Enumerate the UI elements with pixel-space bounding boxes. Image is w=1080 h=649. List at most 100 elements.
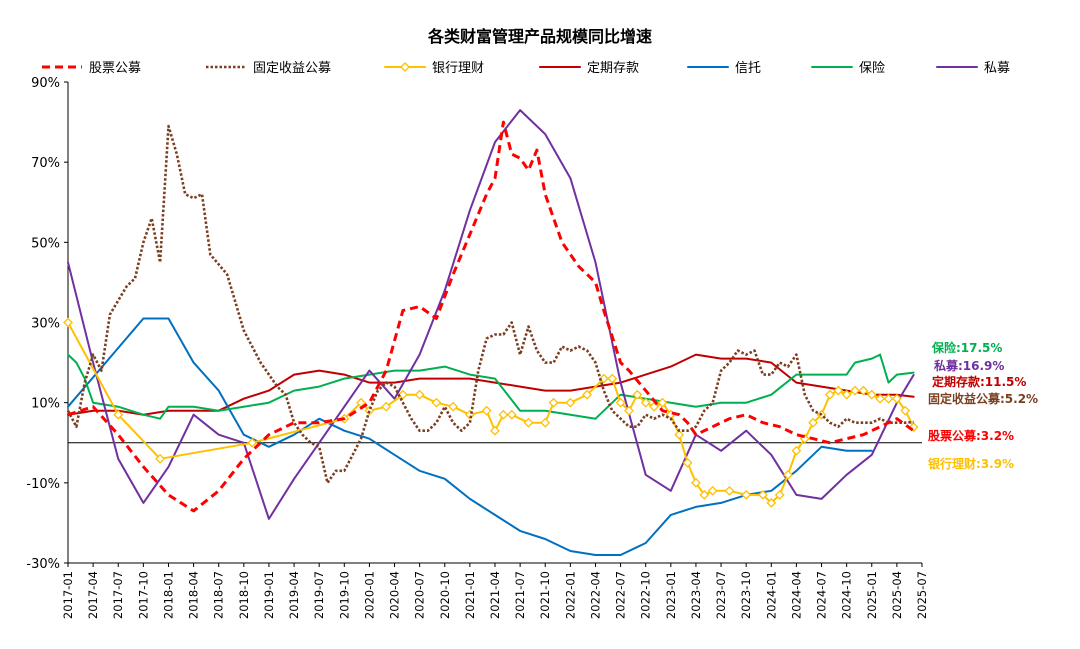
series-line: [67, 109, 915, 520]
data-point-marker: [841, 389, 852, 400]
x-tick-label: 2020-04: [388, 571, 402, 619]
x-tick-label: 2021-01: [463, 571, 477, 619]
series-end-label: 银行理财:3.9%: [928, 456, 1014, 471]
x-tick-label: 2021-04: [488, 571, 502, 619]
data-point-marker: [824, 389, 835, 400]
series-end-label: 固定收益公募:5.2%: [928, 391, 1038, 406]
x-tick-label: 2025-04: [890, 571, 904, 619]
x-tick-label: 2019-10: [337, 571, 351, 619]
data-point-marker: [724, 485, 735, 496]
series-6: [67, 109, 915, 520]
data-point-marker: [766, 497, 777, 508]
x-tick-label: 2024-01: [764, 571, 778, 619]
y-tick-label: 90%: [31, 76, 60, 91]
data-point-marker: [247, 437, 258, 448]
data-point-marker: [808, 417, 819, 428]
series-line: [66, 124, 914, 485]
x-tick-label: 2023-01: [664, 571, 678, 619]
x-tick-label: 2022-04: [588, 571, 602, 619]
series-end-label: 私募:16.9%: [933, 358, 1004, 373]
series-end-label: 股票公募:3.2%: [928, 428, 1014, 443]
data-point-marker: [858, 385, 869, 396]
data-point-marker: [624, 405, 634, 416]
x-tick-label: 2020-10: [438, 571, 452, 619]
x-tick-label: 2024-04: [789, 571, 803, 619]
data-point-marker: [155, 453, 166, 464]
y-tick-label: 50%: [31, 236, 60, 251]
series-line: [67, 353, 915, 416]
data-point-marker: [850, 385, 860, 396]
data-point-marker: [548, 397, 559, 408]
legend-marker: [400, 62, 410, 72]
x-tick-label: 2020-07: [413, 571, 427, 619]
data-point-marker: [397, 389, 408, 400]
data-point-marker: [498, 409, 509, 420]
x-tick-label: 2017-04: [86, 571, 100, 619]
axes: 90% 70% 50% 30% 10% -10% -30%2017-01 2017-04 201…: [26, 76, 929, 619]
data-point-marker: [607, 373, 618, 384]
x-tick-label: 2023-04: [689, 571, 703, 619]
chart-title: 各类财富管理产品规模同比增速: [427, 27, 652, 46]
x-tick-label: 2020-01: [362, 571, 376, 619]
x-tick-label: 2024-07: [815, 571, 829, 619]
data-point-marker: [657, 397, 668, 408]
data-point-marker: [783, 469, 793, 480]
x-tick-label: 2017-01: [61, 571, 75, 619]
data-point-marker: [565, 397, 576, 408]
legend-label: 私募: [984, 61, 1010, 76]
y-tick-label: -10%: [26, 477, 60, 492]
x-tick-label: 2021-10: [538, 571, 552, 619]
legend-label: 定期存款: [587, 61, 639, 76]
y-tick-label: -30%: [26, 557, 60, 572]
data-point-marker: [774, 489, 785, 500]
x-tick-label: 2019-01: [262, 571, 276, 619]
data-point-marker: [490, 425, 500, 436]
data-point-marker: [707, 485, 718, 496]
x-tick-label: 2019-04: [287, 571, 301, 619]
x-tick-label: 2018-07: [212, 571, 226, 619]
data-point-marker: [741, 489, 752, 500]
x-tick-label: 2024-10: [840, 571, 854, 619]
data-point-marker: [674, 429, 685, 440]
series-group: [63, 109, 919, 556]
series-2: [63, 317, 919, 508]
data-point-marker: [523, 417, 534, 428]
data-point-marker: [891, 393, 902, 404]
data-point-marker: [381, 401, 392, 412]
series-5: [67, 353, 915, 420]
data-point-marker: [448, 401, 459, 412]
data-point-marker: [414, 389, 425, 400]
x-tick-label: 2017-10: [136, 571, 150, 619]
x-tick-label: 2018-10: [237, 571, 251, 619]
x-tick-label: 2018-01: [161, 571, 175, 619]
data-point-marker: [883, 393, 894, 404]
x-tick-label: 2022-07: [614, 571, 628, 619]
x-tick-label: 2022-01: [563, 571, 577, 619]
x-tick-label: 2021-07: [513, 571, 527, 619]
data-point-marker: [540, 417, 551, 428]
x-tick-label: 2022-10: [639, 571, 653, 619]
data-point-marker: [582, 389, 593, 400]
y-tick-label: 70%: [31, 156, 60, 171]
x-tick-label: 2018-04: [187, 571, 201, 619]
data-point-marker: [63, 317, 73, 328]
data-point-marker: [682, 457, 693, 468]
x-tick-label: 2023-07: [714, 571, 728, 619]
data-point-marker: [900, 405, 911, 416]
x-tick-label: 2019-07: [312, 571, 326, 619]
data-point-marker: [758, 489, 768, 500]
data-point-marker: [699, 489, 710, 500]
series-line: [67, 353, 915, 420]
series-1: [66, 124, 914, 485]
legend-label: 股票公募: [89, 61, 141, 76]
legend-label: 信托: [735, 61, 761, 76]
data-point-marker: [833, 385, 844, 396]
data-point-marker: [791, 445, 802, 456]
data-point-marker: [481, 405, 492, 416]
x-tick-label: 2025-07: [915, 571, 929, 619]
x-tick-label: 2023-10: [739, 571, 753, 619]
data-point-marker: [615, 397, 626, 408]
y-tick-label: 30%: [31, 317, 60, 332]
